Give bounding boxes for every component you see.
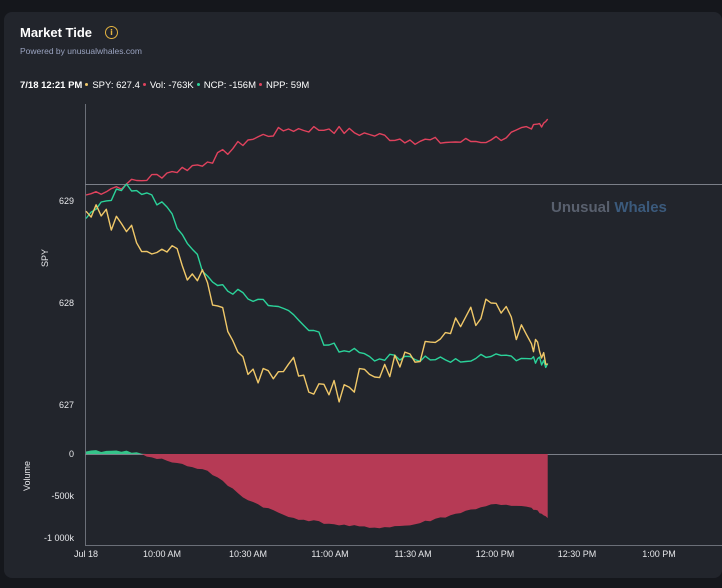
readout-spy: SPY: 627.4: [92, 80, 140, 91]
x-tick-label: 11:30 AM: [394, 549, 431, 559]
x-tick-label: Jul 18: [74, 549, 98, 559]
spy-line: [85, 204, 548, 403]
line-series-layer: [85, 118, 549, 403]
volume-positive-area: [86, 450, 548, 454]
x-tick-label: 12:00 PM: [476, 549, 515, 559]
x-tick-label: 1:00 PM: [642, 549, 676, 559]
readout-npp: NPP: 59M: [265, 80, 310, 91]
vol-dot: [142, 83, 146, 86]
y-tick-layer: 629 628 627 0 -500k -1 000k: [44, 196, 75, 543]
volume-area-layer: [86, 450, 548, 529]
volume-negative-area: [86, 454, 548, 529]
npp-line: [85, 118, 549, 196]
readout-ncp: NCP: -156M: [203, 80, 256, 91]
spy-dot: [85, 83, 89, 86]
y-axis-title-volume: Volume: [22, 461, 32, 491]
powered-by-link[interactable]: Powered by unusualwhales.com: [20, 46, 142, 56]
x-tick-label: 10:30 AM: [229, 549, 267, 559]
volume-y-tick-label: 0: [69, 449, 74, 459]
y-tick-label: 627: [59, 400, 74, 410]
y-tick-label: 628: [59, 298, 74, 308]
y-tick-label: 629: [59, 196, 74, 206]
readout-vol: Vol: -763K: [149, 80, 194, 91]
npp-dot: [258, 83, 262, 86]
ncp-line: [85, 183, 549, 369]
x-tick-label: 12:30 PM: [558, 549, 597, 559]
ncp-dot: [196, 83, 200, 86]
x-tick-label: 10:00 AM: [143, 549, 181, 559]
crosshair-readout: 7/18 12:21 PM SPY: 627.4 Vol: -763K NCP: -1…: [20, 80, 309, 91]
x-tick-layer: Jul 18 10:00 AM 10:30 AM 11:00 AM 11:30 AM 12…: [74, 549, 676, 559]
watermark: Unusual Whales: [551, 199, 667, 216]
x-tick-label: 11:00 AM: [311, 549, 348, 559]
readout-date-time: 7/18 12:21 PM: [20, 80, 83, 91]
volume-y-tick-label: -500k: [51, 491, 74, 501]
volume-y-tick-label: -1 000k: [44, 533, 75, 543]
info-circle-icon[interactable]: i: [105, 26, 118, 39]
y-axis-title-spy: SPY: [40, 249, 50, 267]
chart-title: Market Tide: [20, 25, 93, 40]
